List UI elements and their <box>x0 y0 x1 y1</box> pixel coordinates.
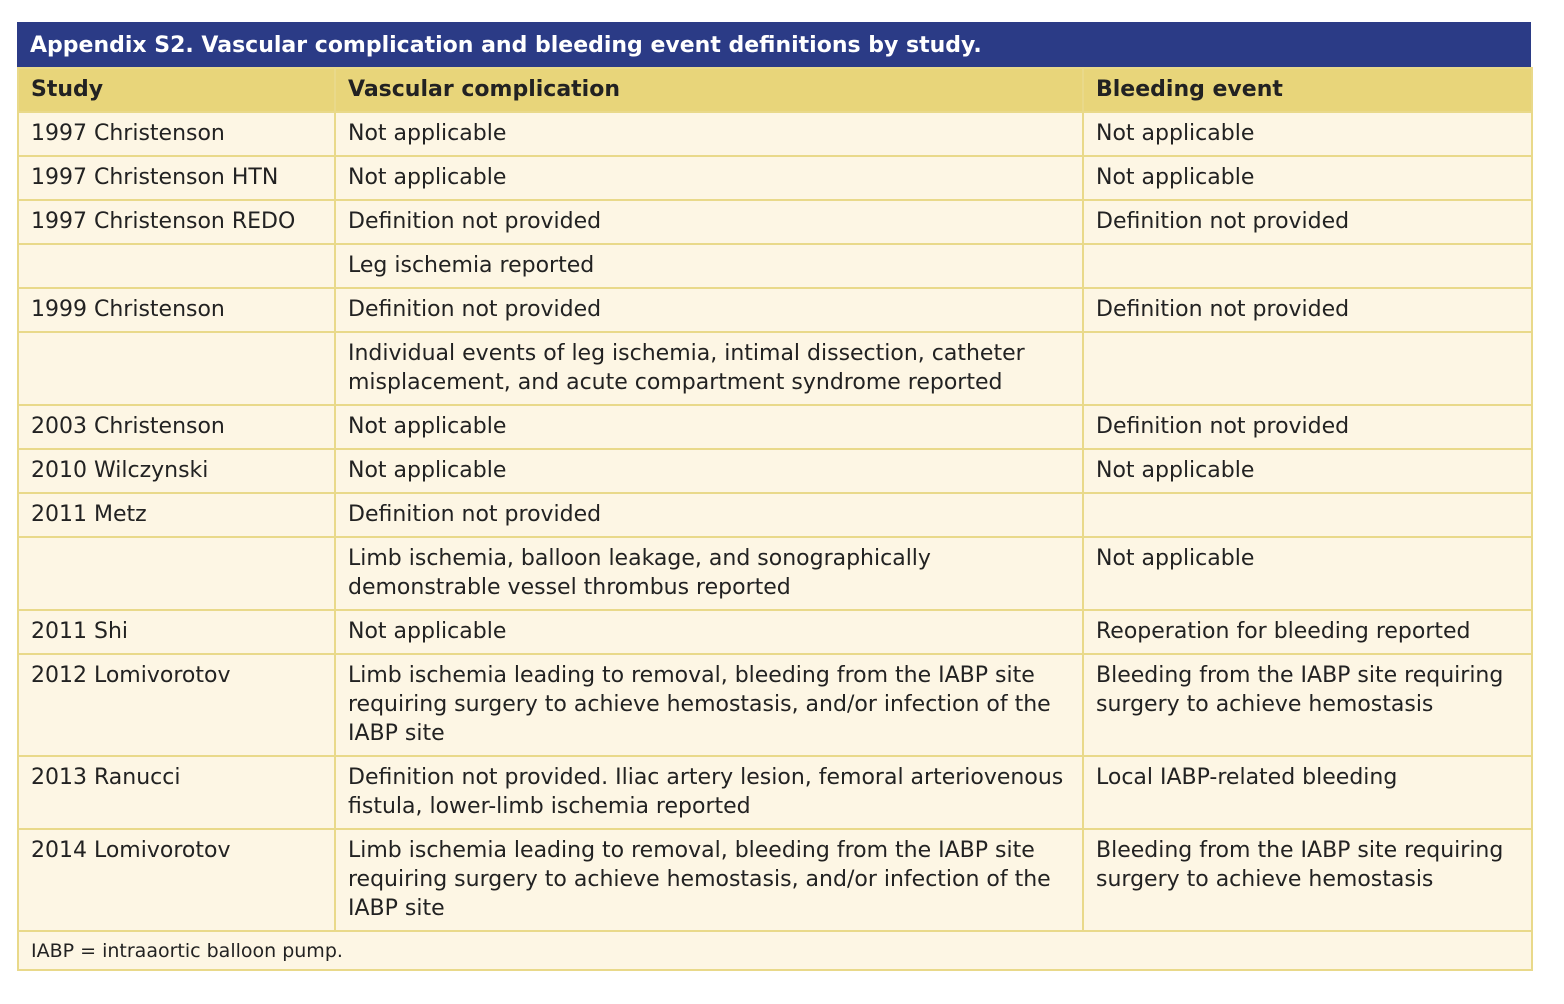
table-cell: 1997 Christenson <box>17 111 336 157</box>
table-cell: Leg ischemia reported <box>334 243 1084 289</box>
table-cell: Individual events of leg ischemia, intim… <box>334 331 1084 406</box>
table-row: 2012 Lomivorotov Limb ischemia leading to… <box>17 653 1533 757</box>
table-cell: Definition not provided <box>1082 199 1533 245</box>
table-cell <box>1082 331 1533 406</box>
table-cell: Not applicable <box>334 609 1084 655</box>
table-title: Appendix S2. Vascular complication and b… <box>17 22 1531 67</box>
table-cell: 1997 Christenson REDO <box>17 199 336 245</box>
table-row: 2003 Christenson Not applicable Definition… <box>17 404 1533 450</box>
header-cell: Study <box>17 67 336 113</box>
table-cell: 2011 Shi <box>17 609 336 655</box>
table-cell: Bleeding from the IABP site requiring su… <box>1082 828 1533 932</box>
footnote-row: IABP = intraaortic balloon pump. <box>17 930 1533 971</box>
table-row: Individual events of leg ischemia, intim… <box>17 331 1533 406</box>
table-cell: Not applicable <box>1082 155 1533 201</box>
table: Study Vascular complication Bleeding event… <box>17 67 1533 971</box>
header-row: Study Vascular complication Bleeding event <box>17 67 1533 113</box>
table-cell: Definition not provided <box>1082 404 1533 450</box>
table-row: Limb ischemia, balloon leakage, and sono… <box>17 536 1533 611</box>
table-row: 2010 Wilczynski Not applicable Not applica… <box>17 448 1533 494</box>
table-row: 1997 Christenson Not applicable Not applic… <box>17 111 1533 157</box>
table-cell: Limb ischemia leading to removal, bleedi… <box>334 828 1084 932</box>
table-cell <box>17 536 336 611</box>
table-row: Leg ischemia reported <box>17 243 1533 289</box>
table-cell: Limb ischemia, balloon leakage, and sono… <box>334 536 1084 611</box>
table-cell <box>17 331 336 406</box>
table-cell: 2011 Metz <box>17 492 336 538</box>
table-cell: 1997 Christenson HTN <box>17 155 336 201</box>
table-cell: Not applicable <box>1082 111 1533 157</box>
table-cell: Bleeding from the IABP site requiring su… <box>1082 653 1533 757</box>
table-row: 1999 Christenson Definition not provided D… <box>17 287 1533 333</box>
table-row: 2014 Lomivorotov Limb ischemia leading to… <box>17 828 1533 932</box>
table-cell: 2014 Lomivorotov <box>17 828 336 932</box>
table-cell: Definition not provided <box>334 199 1084 245</box>
header-cell: Vascular complication <box>334 67 1084 113</box>
table-cell: Limb ischemia leading to removal, bleedi… <box>334 653 1084 757</box>
table-cell: Definition not provided <box>1082 287 1533 333</box>
table-cell: 2013 Ranucci <box>17 755 336 830</box>
table-cell: 1999 Christenson <box>17 287 336 333</box>
table-cell: Not applicable <box>1082 536 1533 611</box>
table-cell: Local IABP-related bleeding <box>1082 755 1533 830</box>
header-cell: Bleeding event <box>1082 67 1533 113</box>
table-row: 1997 Christenson HTN Not applicable Not ap… <box>17 155 1533 201</box>
table-cell: Not applicable <box>334 111 1084 157</box>
table-container: Appendix S2. Vascular complication and b… <box>17 22 1533 971</box>
table-cell: 2010 Wilczynski <box>17 448 336 494</box>
table-cell: Not applicable <box>334 404 1084 450</box>
table-cell: 2012 Lomivorotov <box>17 653 336 757</box>
table-cell: Reoperation for bleeding reported <box>1082 609 1533 655</box>
table-cell <box>1082 492 1533 538</box>
footnote: IABP = intraaortic balloon pump. <box>17 930 1533 971</box>
table-cell: Definition not provided <box>334 492 1084 538</box>
table-row: 2011 Metz Definition not provided <box>17 492 1533 538</box>
table-cell: Not applicable <box>1082 448 1533 494</box>
table-cell: Not applicable <box>334 448 1084 494</box>
table-cell: Not applicable <box>334 155 1084 201</box>
table-cell: Definition not provided <box>334 287 1084 333</box>
table-body: 1997 Christenson Not applicable Not applic… <box>17 111 1533 971</box>
table-cell <box>17 243 336 289</box>
table-row: 2011 Shi Not applicable Reoperation for bl… <box>17 609 1533 655</box>
table-row: 2013 Ranucci Definition not provided. Ili… <box>17 755 1533 830</box>
table-cell: Definition not provided. Iliac artery le… <box>334 755 1084 830</box>
table-row: 1997 Christenson REDO Definition not prov… <box>17 199 1533 245</box>
table-cell: 2003 Christenson <box>17 404 336 450</box>
table-cell <box>1082 243 1533 289</box>
